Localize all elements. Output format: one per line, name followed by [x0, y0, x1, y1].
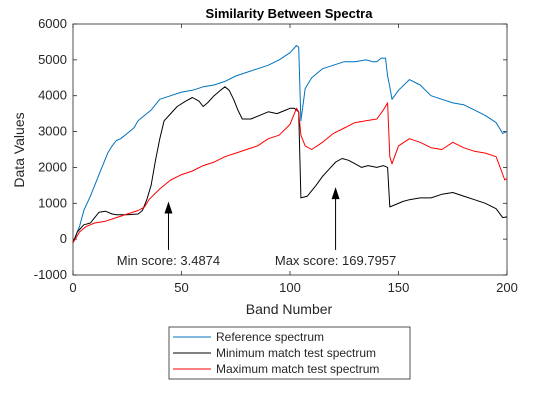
annotation-label: Max score: 169.7957: [275, 253, 396, 268]
y-tick-label: 3000: [38, 124, 67, 139]
y-tick-label: 4000: [38, 88, 67, 103]
x-tick-label: 200: [496, 280, 518, 295]
series-line-3: [72, 102, 508, 243]
y-tick-label: 2000: [38, 159, 67, 174]
series-lines: [72, 45, 508, 243]
annotations: Min score: 3.4874 Max score: 169.7957: [117, 187, 396, 268]
y-axis-label: Data Values: [11, 112, 27, 187]
y-axis-ticks: -1000 0 1000 2000 3000 4000 5000 6000: [34, 16, 507, 282]
x-tick-label: 100: [279, 280, 301, 295]
legend: Reference spectrum Minimum match test spe…: [168, 326, 411, 380]
x-tick-label: 150: [388, 280, 410, 295]
legend-entry-label: Minimum match test spectrum: [216, 346, 376, 360]
x-axis-label: Band Number: [246, 301, 333, 317]
y-tick-label: 6000: [38, 16, 67, 31]
axes-box: [72, 23, 508, 276]
legend-entry-label: Maximum match test spectrum: [216, 362, 379, 376]
annotation-arrow-head: [164, 201, 173, 214]
legend-entry-label: Reference spectrum: [216, 330, 324, 344]
y-tick-label: 5000: [38, 52, 67, 67]
series-line-2: [72, 86, 508, 243]
annotation-arrow-head: [331, 187, 340, 200]
y-tick-label: -1000: [34, 267, 67, 282]
x-tick-label: 50: [174, 280, 188, 295]
y-tick-label: 0: [60, 231, 67, 246]
series-line-1: [72, 45, 508, 243]
plot-area: 0 50 100 150 200 -10000100020003000400050006…: [34, 16, 518, 295]
x-axis-ticks: 0 50 100 150 200: [69, 24, 518, 295]
chart-title: Similarity Between Spectra: [206, 6, 374, 21]
annotation-label: Min score: 3.4874: [117, 253, 220, 268]
x-tick-label: 0: [69, 280, 76, 295]
y-tick-label: 1000: [38, 195, 67, 210]
